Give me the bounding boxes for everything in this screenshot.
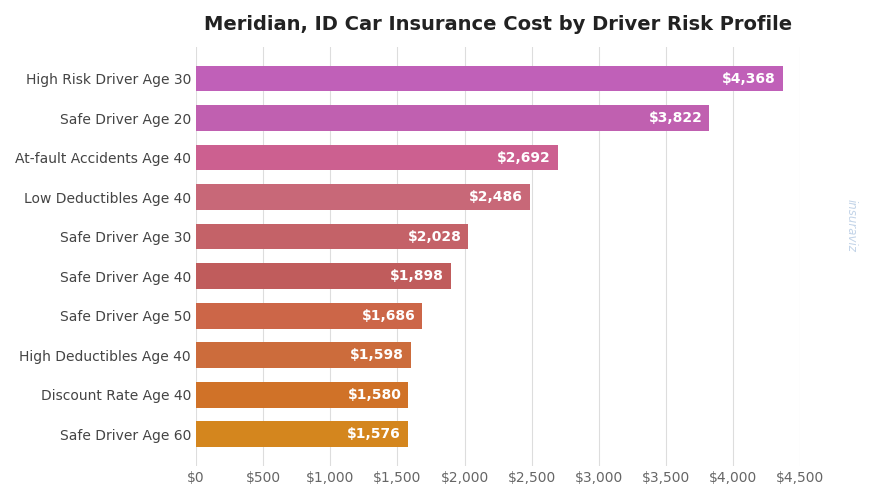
Bar [196,106,708,131]
Bar [196,422,407,447]
Text: $1,580: $1,580 [347,388,401,402]
Text: $1,686: $1,686 [362,308,415,322]
Bar [196,342,410,368]
Title: Meridian, ID Car Insurance Cost by Driver Risk Profile: Meridian, ID Car Insurance Cost by Drive… [204,15,792,34]
Text: $2,028: $2,028 [408,230,461,243]
Bar [196,145,557,171]
Text: $1,598: $1,598 [349,348,403,362]
Text: $3,822: $3,822 [648,111,702,125]
Text: $4,368: $4,368 [721,72,775,86]
Text: $2,692: $2,692 [496,150,550,164]
Bar [196,264,450,289]
Bar [196,66,782,92]
Text: $1,576: $1,576 [347,427,401,441]
Text: insuraviz: insuraviz [844,198,856,252]
Text: $1,898: $1,898 [390,269,444,283]
Bar [196,224,468,250]
Bar [196,382,408,407]
Text: $2,486: $2,486 [468,190,522,204]
Bar [196,184,529,210]
Bar [196,303,421,328]
